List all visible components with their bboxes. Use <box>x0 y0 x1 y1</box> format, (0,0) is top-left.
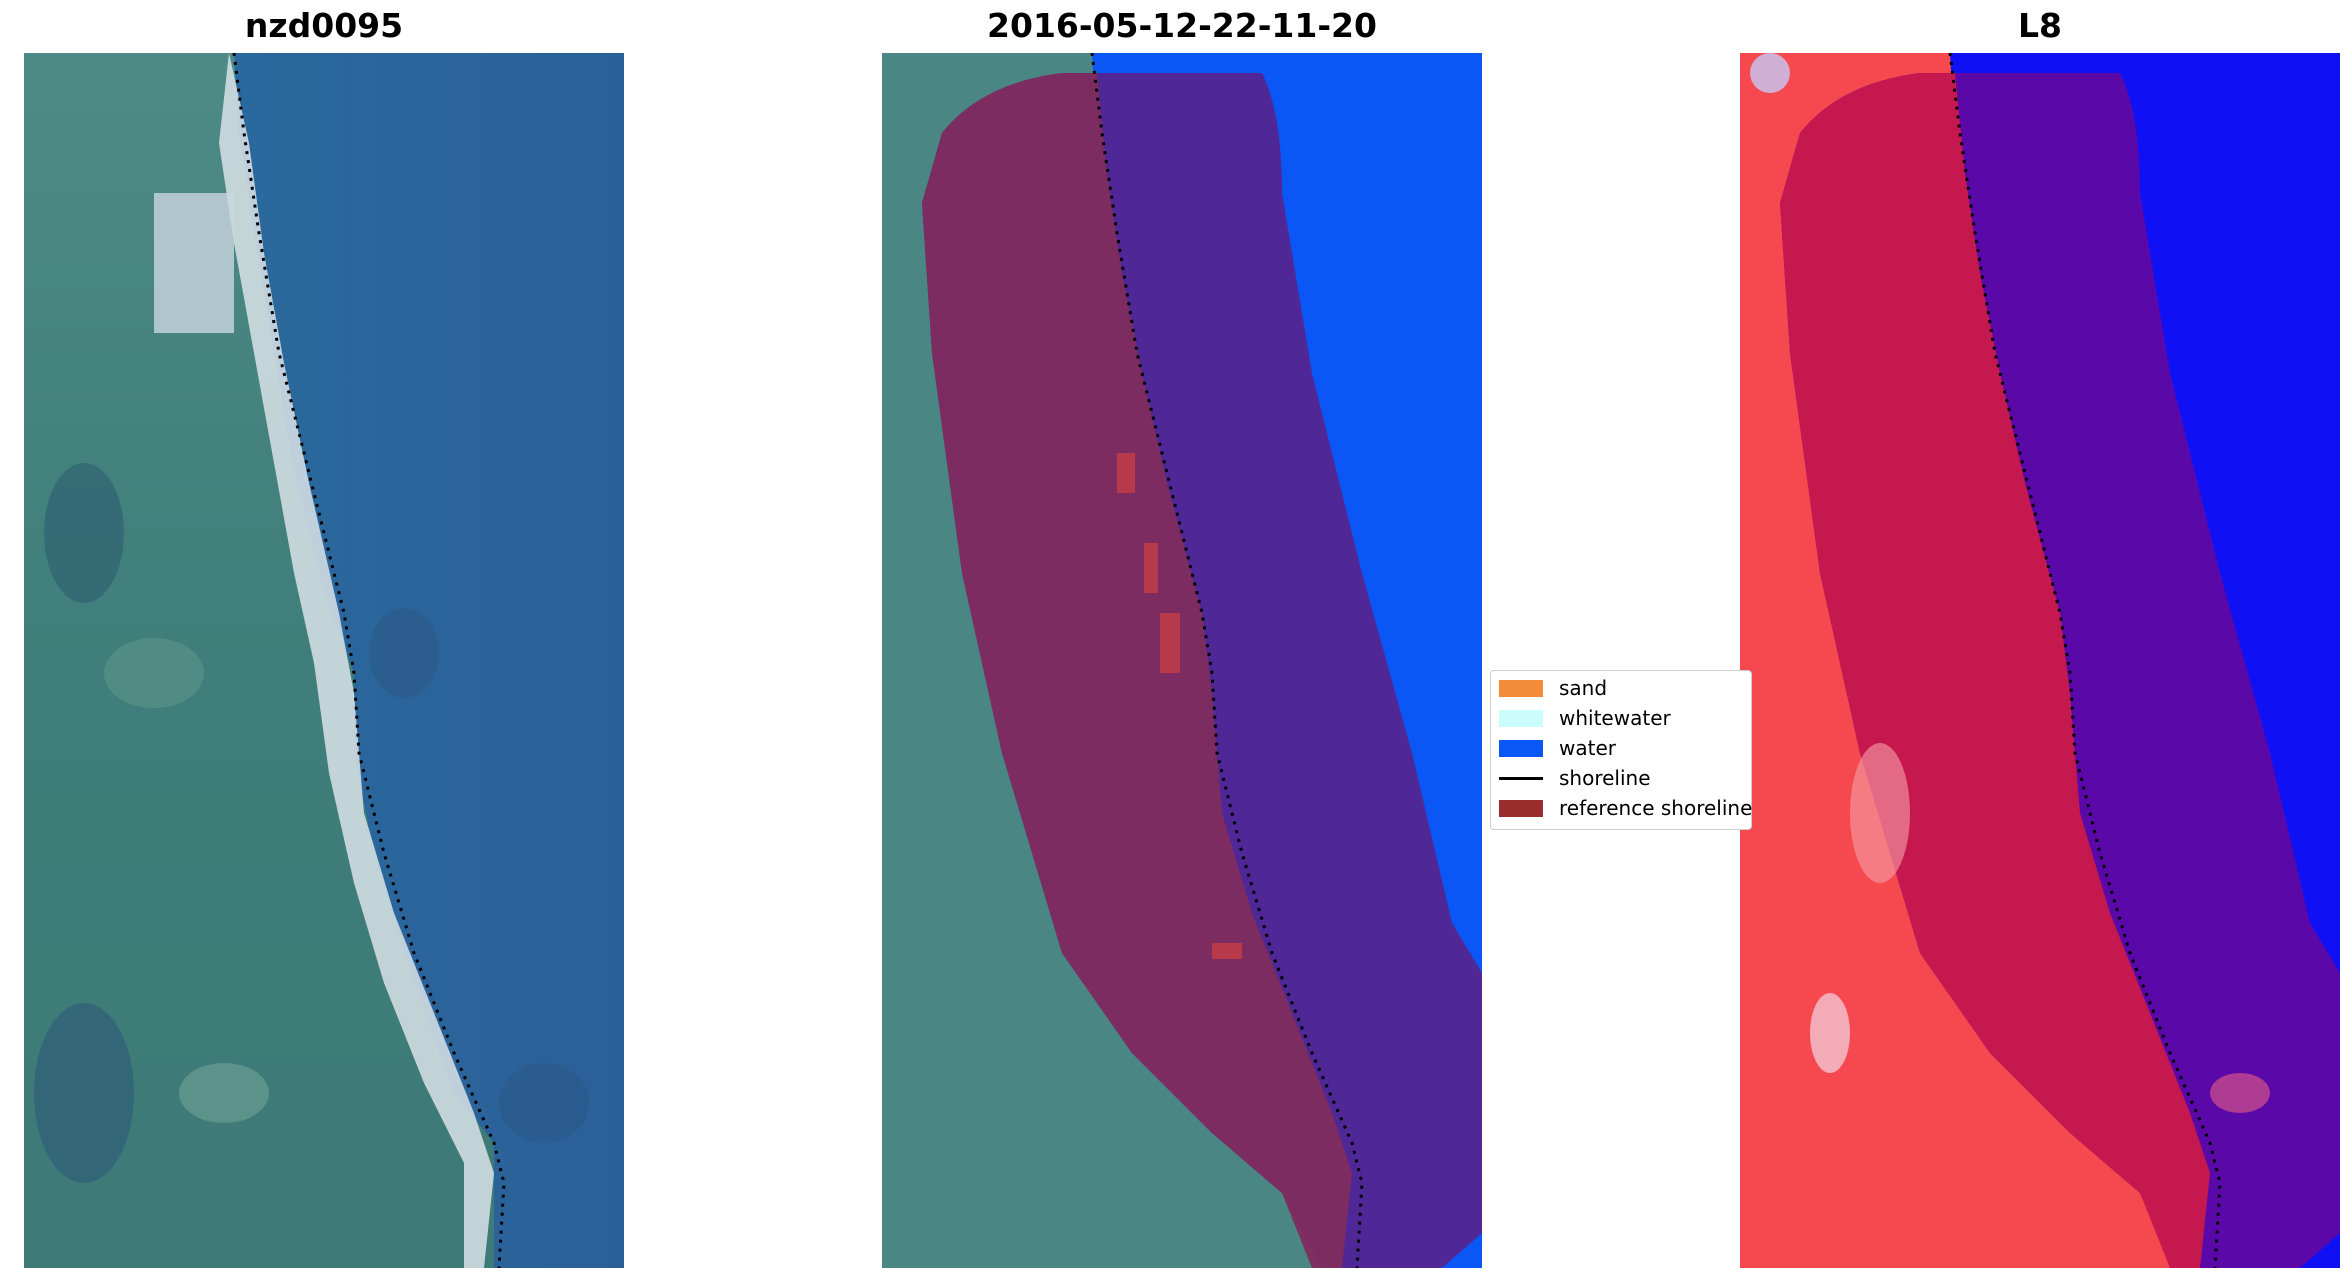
legend-label-reference-shoreline: reference shoreline <box>1559 796 1753 820</box>
sand-swatch <box>1499 679 1543 697</box>
reference-shoreline-swatch <box>1499 799 1543 817</box>
legend-item-whitewater: whitewater <box>1499 706 1671 730</box>
index-panel <box>1740 53 2340 1268</box>
legend-item-reference-shoreline: reference shoreline <box>1499 796 1752 820</box>
legend-label-shoreline: shoreline <box>1559 766 1651 790</box>
legend: sand whitewater water shoreline referenc… <box>1490 670 1752 830</box>
legend-label-whitewater: whitewater <box>1559 706 1671 730</box>
legend-item-water: water <box>1499 736 1616 760</box>
shoreline-swatch <box>1499 776 1543 780</box>
legend-item-shoreline: shoreline <box>1499 766 1651 790</box>
panel-title-site: nzd0095 <box>244 6 404 45</box>
legend-item-sand: sand <box>1499 676 1607 700</box>
panel-title-satellite: L8 <box>2018 6 2062 45</box>
rgb-satellite-image <box>24 53 624 1268</box>
water-swatch <box>1499 739 1543 757</box>
legend-label-sand: sand <box>1559 676 1608 700</box>
whitewater-swatch <box>1499 709 1543 727</box>
panel-title-date: 2016-05-12-22-11-20 <box>987 6 1377 45</box>
classification-overlay-image <box>882 53 1482 1268</box>
classification-panel <box>882 53 1482 1268</box>
spectral-index-image <box>1740 53 2340 1268</box>
legend-label-water: water <box>1559 736 1616 760</box>
rgb-image-panel <box>24 53 624 1268</box>
